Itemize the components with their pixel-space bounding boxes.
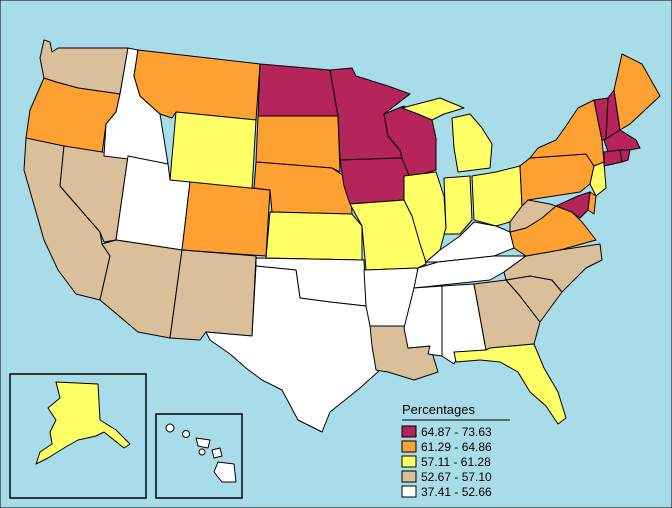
state-new-jersey[interactable] (589, 161, 607, 197)
legend-label-2: 61.29 - 64.86 (421, 440, 492, 454)
state-florida[interactable] (453, 343, 567, 425)
state-texas[interactable] (205, 265, 381, 433)
legend-label-3: 57.11 - 61.28 (421, 455, 491, 469)
state-alaska[interactable] (35, 381, 131, 465)
state-hawaii[interactable] (165, 423, 237, 483)
state-iowa[interactable] (339, 157, 413, 205)
state-south-dakota[interactable] (255, 115, 341, 173)
state-kansas[interactable] (265, 211, 363, 261)
legend-label-5: 37.41 - 52.66 (421, 485, 492, 499)
legend-title: Percentages (402, 402, 475, 417)
state-new-mexico[interactable] (169, 249, 257, 341)
legend-swatch-1 (401, 425, 417, 438)
legend-swatch-4 (401, 470, 417, 483)
state-montana[interactable] (133, 49, 261, 121)
legend-label-4: 52.67 - 57.10 (421, 470, 492, 484)
legend-swatch-2 (401, 440, 417, 453)
state-colorado[interactable] (181, 181, 271, 257)
state-wyoming[interactable] (169, 111, 257, 191)
state-maryland[interactable] (555, 191, 591, 219)
state-indiana[interactable] (443, 175, 473, 235)
legend-label-1: 64.87 - 73.63 (421, 425, 492, 439)
legend-swatch-5 (401, 485, 417, 498)
state-michigan[interactable] (401, 97, 493, 173)
state-north-dakota[interactable] (257, 63, 339, 117)
state-rhode-island[interactable] (619, 149, 631, 163)
legend-swatch-3 (401, 455, 417, 468)
